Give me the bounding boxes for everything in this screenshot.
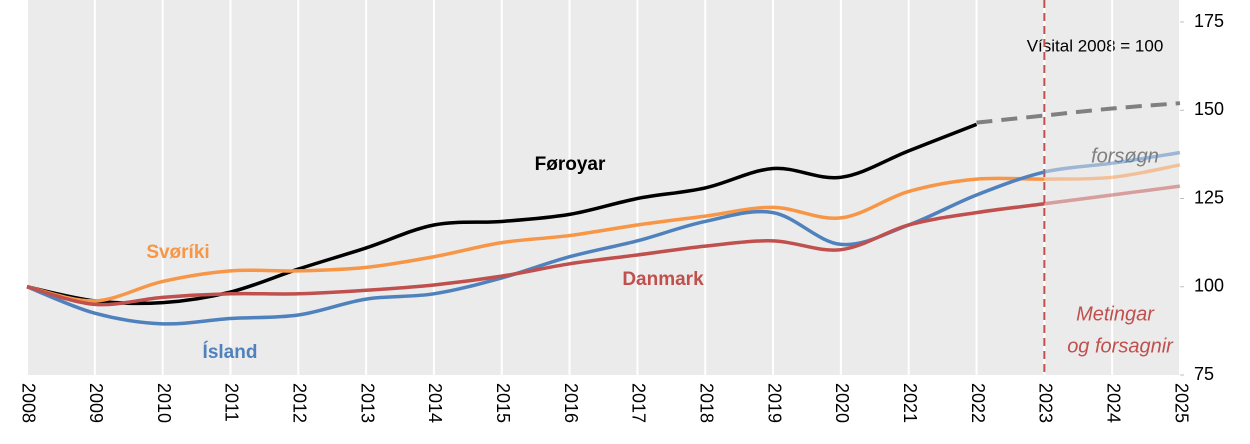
x-tick-label: 2021 [900, 383, 920, 423]
x-tick-label: 2016 [561, 383, 581, 423]
x-tick-label: 2022 [968, 383, 988, 423]
series-label: Føroyar [535, 154, 606, 175]
x-tick-label: 2020 [832, 383, 852, 423]
y-tick-label: 150 [1194, 99, 1224, 119]
x-tick-label: 2012 [290, 383, 310, 423]
chart-subtitle: Vísital 2008 = 100 [1027, 36, 1164, 55]
x-tick-label: 2024 [1103, 383, 1123, 423]
y-tick-label: 100 [1194, 276, 1224, 296]
y-tick-label: 175 [1194, 11, 1224, 31]
series-label: Danmark [622, 269, 704, 290]
series-label: forsøgn [1091, 145, 1159, 167]
x-tick-label: 2025 [1171, 383, 1191, 423]
series-line [26, 150, 1181, 326]
series-line [26, 184, 1181, 307]
x-tick-label: 2019 [764, 383, 784, 423]
y-tick-label: 125 [1194, 187, 1224, 207]
series-label: Svøríki [146, 242, 209, 263]
x-tick-label: 2018 [696, 383, 716, 423]
x-tick-label: 2008 [18, 383, 38, 423]
series-line [976, 101, 1181, 125]
forecast-label: Metingar [1076, 303, 1155, 325]
x-tick-label: 2015 [493, 383, 513, 423]
x-tick-label: 2013 [357, 383, 377, 423]
forecast-label: og forsagnir [1067, 335, 1174, 357]
x-tick-label: 2017 [629, 383, 649, 423]
x-tick-label: 2023 [1036, 383, 1056, 423]
x-tick-label: 2010 [154, 383, 174, 423]
series-line [26, 122, 978, 306]
x-tick-label: 2011 [222, 383, 242, 422]
x-tick-label: 2014 [425, 383, 445, 423]
y-tick-label: 75 [1194, 364, 1214, 384]
x-tick-label: 2009 [86, 383, 106, 423]
series-line [26, 163, 1181, 303]
plot-background [27, 0, 1180, 375]
series-label: Ísland [203, 341, 258, 363]
